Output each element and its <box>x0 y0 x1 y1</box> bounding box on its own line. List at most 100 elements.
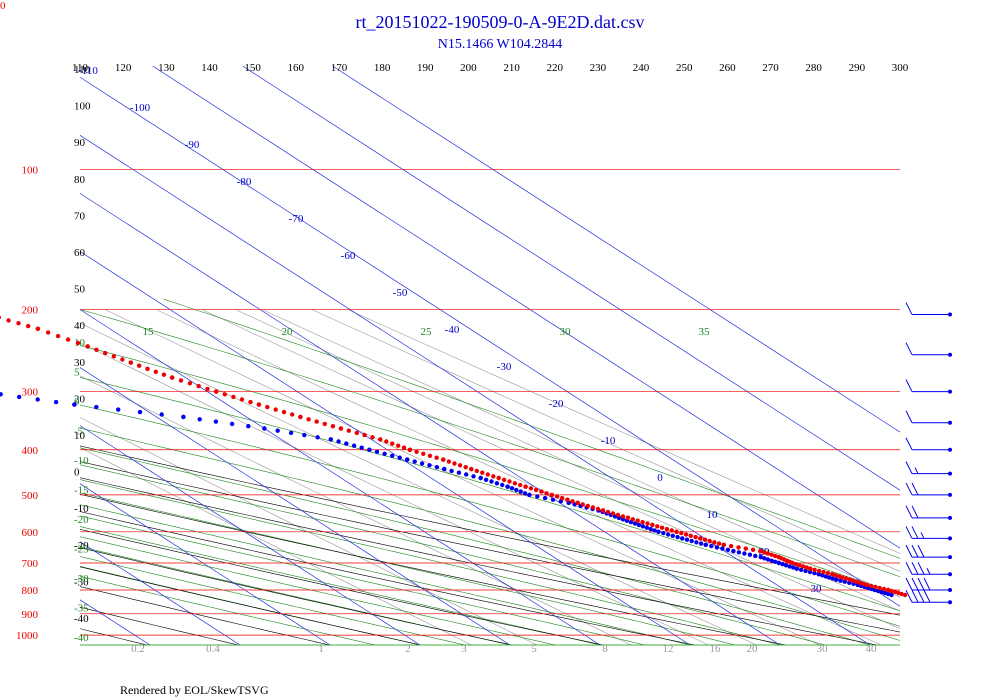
dewpoint-point <box>336 439 341 444</box>
wind-barb-flag <box>911 505 919 519</box>
theta-label: 150 <box>244 62 261 74</box>
temperature-point <box>281 409 287 415</box>
moist-adiabat-line <box>80 504 691 645</box>
temperature-point <box>169 375 175 380</box>
theta-label: 180 <box>374 62 391 74</box>
temperature-point <box>549 492 555 498</box>
dewpoint-point <box>374 449 380 454</box>
temperature-point <box>6 318 11 323</box>
altitude-label: 110 <box>74 64 91 76</box>
temperature-point <box>881 586 887 592</box>
temperature-point <box>630 517 635 522</box>
moist-label: 35 <box>699 326 711 338</box>
mixing-ratio-label: 20 <box>747 643 759 655</box>
wind-barb-flag <box>911 590 919 603</box>
temperature-point <box>16 321 21 326</box>
temperature-point <box>446 459 452 464</box>
wind-barb-flag <box>911 577 919 591</box>
mixing-ratio-label: 30 <box>817 643 829 655</box>
wind-barb-flag <box>911 482 919 496</box>
temperature-point <box>273 407 278 412</box>
theta-label: 160 <box>288 62 305 74</box>
temperature-point <box>65 337 71 342</box>
dewpoint-point <box>684 537 690 542</box>
temperature-point <box>664 526 670 532</box>
temperature-point <box>693 534 698 540</box>
temperature-profile <box>0 315 908 598</box>
altitude-label: 60 <box>74 247 86 259</box>
wind-barb-half-flag <box>926 567 931 575</box>
temperature-point <box>491 474 496 479</box>
temperature-point <box>370 435 375 440</box>
dewpoint-point <box>783 563 789 568</box>
temperature-point <box>610 511 616 516</box>
wind-barbs <box>905 302 952 605</box>
pressure-label: 400 <box>22 445 39 457</box>
temperature-point <box>808 566 813 571</box>
temperature-point <box>480 470 485 475</box>
temperature-point <box>512 481 518 486</box>
moist-label: -30 <box>74 573 89 585</box>
temperature-point <box>640 519 645 525</box>
temperature-point <box>830 572 835 577</box>
theta-label: 260 <box>719 62 736 74</box>
temperature-point <box>384 439 389 444</box>
isotherm-line <box>80 192 781 645</box>
temperature-point <box>847 577 852 582</box>
mixing-ratio-line <box>235 309 900 612</box>
altitude-label: -40 <box>74 613 89 625</box>
dewpoint-point <box>742 551 747 556</box>
mixing-ratio-line <box>105 309 820 645</box>
temperature-point <box>857 580 863 585</box>
temperature-point <box>812 567 817 572</box>
temperature-point <box>346 428 351 433</box>
temperature-point <box>868 583 874 589</box>
theta-label: 190 <box>417 62 434 74</box>
temperature-point <box>378 437 383 442</box>
mixing-ratio-label: 40 <box>866 643 878 655</box>
temperature-point <box>137 363 142 368</box>
wind-barb-flag <box>905 526 913 539</box>
temperature-point <box>688 533 693 538</box>
dewpoint-point <box>288 430 294 436</box>
isotherm-line <box>152 66 900 549</box>
temperature-point <box>854 579 859 584</box>
dewpoint-point <box>823 574 828 579</box>
temperature-point <box>298 414 303 420</box>
temperature-point <box>457 463 463 468</box>
moist-adiabat-line <box>80 345 900 595</box>
wind-barb-flag <box>905 482 913 496</box>
wind-barb-flag <box>917 561 925 575</box>
temperature-point <box>338 426 344 431</box>
temperature-point <box>322 421 327 427</box>
dewpoint-point <box>834 577 839 582</box>
mixing-ratio-label: 5 <box>531 643 537 655</box>
isotherm-label: -30 <box>497 361 512 373</box>
dewpoint-point <box>262 426 267 431</box>
temperature-point <box>790 560 795 566</box>
temperature-point <box>441 457 446 462</box>
temperature-point <box>354 430 359 436</box>
dewpoint-point <box>518 489 523 494</box>
temperature-point <box>103 350 108 356</box>
dewpoint-point <box>879 589 884 595</box>
dewpoint-point <box>419 461 425 466</box>
temperature-point <box>793 561 799 567</box>
wind-barb-flag <box>905 505 913 519</box>
moist-label: 30 <box>560 326 572 338</box>
isotherm-line <box>80 76 900 607</box>
temperature-point <box>362 432 367 438</box>
dewpoint-point <box>636 522 642 528</box>
temperature-point <box>401 445 407 450</box>
temperature-point <box>507 479 512 484</box>
temperature-point <box>712 540 717 545</box>
altitude-label: 30 <box>74 357 86 369</box>
temperature-point <box>605 509 611 515</box>
dewpoint-point <box>535 494 540 499</box>
dewpoint-point <box>94 404 99 410</box>
temperature-point <box>390 441 395 446</box>
theta-label: 210 <box>503 62 520 74</box>
mixing-ratio-label: 1 <box>318 643 324 655</box>
temperature-point <box>452 461 457 466</box>
